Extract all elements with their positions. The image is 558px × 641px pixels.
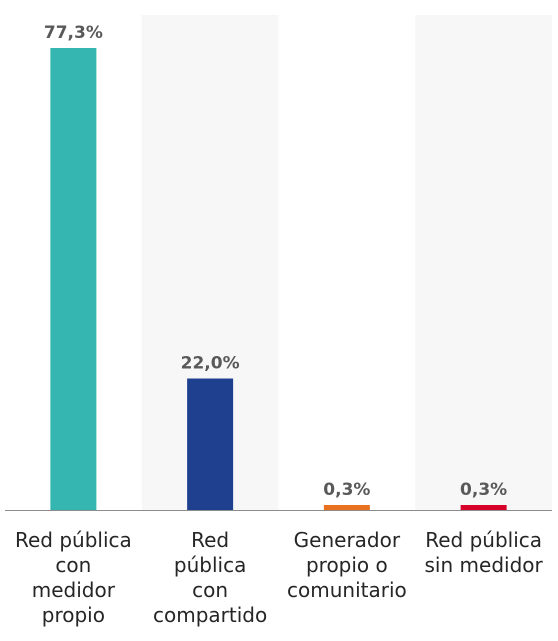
bars	[50, 48, 507, 510]
bar	[323, 505, 370, 510]
category-label: con	[192, 578, 228, 602]
bar	[50, 48, 97, 510]
category-label: propio o	[306, 553, 388, 577]
bar	[187, 378, 234, 510]
data-label: 0,3%	[323, 480, 370, 500]
bar	[460, 505, 507, 510]
category-label: pública	[174, 553, 246, 577]
category-label: compartido	[153, 603, 267, 627]
category-label: con	[55, 553, 91, 577]
data-label: 22,0%	[181, 354, 240, 374]
category-label: medidor	[32, 578, 116, 602]
value-labels: 77,3% 22,0% 0,3% 0,3%	[44, 23, 507, 500]
column-band	[415, 15, 552, 510]
data-label: 0,3%	[460, 480, 507, 500]
category-label: Red pública	[15, 528, 132, 552]
category-label: Red pública	[425, 528, 542, 552]
category-label: propio	[42, 603, 105, 627]
category-label: comunitario	[287, 578, 407, 602]
column-bands	[141, 15, 552, 510]
category-label: Generador	[294, 528, 401, 552]
data-label: 77,3%	[44, 23, 103, 43]
category-label: Red	[191, 528, 229, 552]
category-labels: Red públicaconmedidorpropioRedpúblicacon…	[15, 528, 544, 627]
category-label: sin medidor	[425, 553, 544, 577]
